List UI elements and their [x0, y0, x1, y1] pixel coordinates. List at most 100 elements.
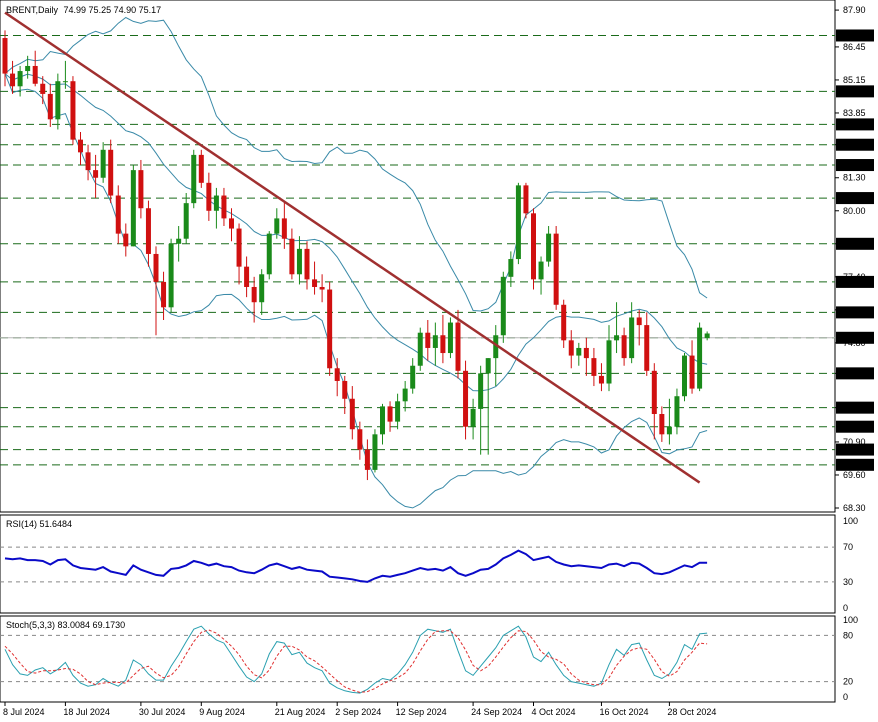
candle — [236, 223, 242, 285]
candle — [108, 139, 114, 204]
candle — [515, 182, 521, 265]
candle — [85, 144, 91, 181]
time-tick-label: 4 Oct 2024 — [532, 707, 576, 717]
candle — [198, 149, 204, 188]
time-tick-label: 30 Jul 2024 — [139, 707, 186, 717]
candle — [682, 353, 687, 402]
candle-body — [636, 317, 642, 326]
time-tick-label: 21 Aug 2024 — [275, 707, 326, 717]
price-level-tag — [836, 401, 874, 414]
candle-body — [531, 213, 536, 280]
candle-body — [176, 238, 182, 244]
candle — [697, 322, 703, 392]
candle-body — [523, 185, 529, 214]
candle-body — [304, 248, 310, 280]
candle-body — [17, 71, 23, 87]
price-tick-label: 68.30 — [843, 503, 866, 513]
candle — [274, 208, 280, 239]
price-level-tag — [836, 420, 874, 433]
candle — [364, 439, 370, 481]
candle — [666, 398, 672, 445]
candle-body — [221, 195, 227, 219]
time-tick-label: 18 Jul 2024 — [63, 707, 110, 717]
candle — [342, 375, 348, 415]
candle — [659, 406, 665, 442]
candle — [576, 342, 582, 366]
candle-body — [78, 139, 83, 153]
candle — [440, 314, 446, 364]
candle — [47, 83, 53, 127]
candle-body — [463, 370, 469, 427]
price-level-tag — [836, 118, 874, 131]
candle — [229, 208, 234, 242]
candle-body — [689, 355, 695, 389]
bollinger-lower-band — [4, 73, 708, 509]
candle — [644, 312, 650, 376]
candle-body — [380, 406, 385, 435]
candle-body — [485, 358, 491, 374]
candle — [93, 154, 99, 199]
time-tick-label: 9 Aug 2024 — [199, 707, 245, 717]
candle — [138, 159, 144, 219]
candle-body — [296, 248, 302, 275]
candle — [304, 241, 310, 290]
price-tick-label: 87.90 — [843, 5, 866, 15]
candle-body — [614, 335, 620, 341]
candle-body — [568, 340, 574, 356]
candle-body — [40, 83, 46, 94]
price-level-tag — [836, 192, 874, 205]
candlesticks — [2, 30, 710, 481]
price-level-tag — [836, 367, 874, 380]
candle-body — [138, 170, 144, 209]
candle — [55, 73, 61, 130]
candle — [568, 330, 574, 369]
candle — [221, 187, 227, 227]
candle-body — [546, 233, 552, 262]
rsi-tick-label: 0 — [843, 603, 848, 613]
price-level-label: 73.60 — [841, 369, 864, 379]
candle — [145, 200, 151, 267]
candle — [100, 142, 106, 183]
candle-body — [576, 347, 582, 356]
bollinger-middle-band — [4, 73, 708, 392]
candle — [296, 236, 302, 285]
candle-body — [153, 253, 159, 282]
candle — [191, 149, 197, 209]
candle-body — [161, 281, 167, 308]
candle-body — [47, 93, 53, 120]
price-level-tag — [836, 159, 874, 172]
rsi-panel-frame — [0, 514, 836, 614]
candle — [402, 380, 408, 412]
candle — [561, 299, 567, 348]
candle — [2, 30, 8, 87]
candle-body — [372, 434, 378, 470]
candle-body — [213, 195, 219, 211]
price-level-tag — [836, 138, 874, 151]
candle-body — [289, 238, 295, 275]
price-level-tag — [836, 85, 874, 98]
candle-body — [85, 152, 91, 171]
candle — [455, 309, 461, 379]
candle-body — [62, 81, 68, 83]
price-level-tag — [836, 306, 874, 319]
candle-body — [259, 274, 265, 303]
candle — [583, 337, 589, 376]
price-level-tag — [836, 237, 874, 250]
rsi-levels — [0, 546, 835, 583]
candle — [319, 274, 325, 303]
candle-body — [432, 335, 438, 348]
time-tick-label: 8 Jul 2024 — [3, 707, 45, 717]
candle — [553, 226, 559, 310]
candle-body — [168, 243, 174, 308]
candle-body — [349, 398, 355, 430]
candle-body — [357, 429, 363, 450]
candle-body — [2, 38, 8, 74]
price-level-label: 70.00 — [841, 460, 864, 470]
candle — [508, 251, 514, 287]
price-level-label: 76.00 — [841, 308, 864, 318]
candle — [259, 269, 265, 315]
price-tick-label: 83.85 — [843, 108, 866, 118]
candle-body — [32, 65, 38, 84]
candle — [500, 271, 506, 343]
